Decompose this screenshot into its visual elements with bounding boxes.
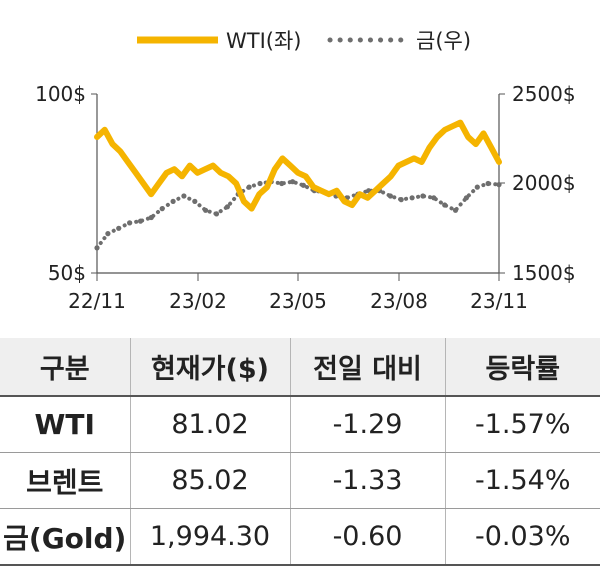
header-change: 전일 대비 [289,338,445,397]
y-left-label-bottom: 50$ [48,261,86,285]
cell-change: -1.33 [289,452,445,509]
row-label: 금(Gold) [0,508,130,566]
cell-change: -1.29 [289,396,445,453]
x-label-0: 22/11 [68,289,126,313]
chart: WTI(좌) 금(우) 100$ 50$ 2500$ 2000$ 1500$ 2… [35,29,576,313]
series-layer [94,119,502,251]
wti-series-line [94,119,502,212]
table-header-row: 구분 현재가($) 전일 대비 등락률 [0,338,600,397]
header-current-price: 현재가($) [129,338,290,397]
legend-wti-label: WTI(좌) [226,29,302,53]
cell-price: 81.02 [129,396,290,453]
cell-price: 85.02 [129,452,290,509]
gold-point [496,182,502,188]
cell-rate: -1.57% [444,396,600,453]
y-right-label-mid: 2000$ [512,171,576,195]
x-label-3: 23/08 [370,289,428,313]
y-left-label-top: 100$ [35,82,86,106]
table-row: 브렌트 85.02 -1.33 -1.54% [0,452,600,509]
cell-rate: -1.54% [444,452,600,509]
legend: WTI(좌) 금(우) [137,29,471,53]
header-category: 구분 [0,338,130,397]
table-row: 금(Gold) 1,994.30 -0.60 -0.03% [0,508,600,566]
gold-series-line [95,179,501,250]
row-label: WTI [0,396,130,453]
y-right-label-top: 2500$ [512,82,576,106]
legend-gold-label: 금(우) [416,29,471,53]
table-row: WTI 81.02 -1.29 -1.57% [0,396,600,453]
cell-rate: -0.03% [444,508,600,566]
cell-price: 1,994.30 [129,508,290,566]
y-right-label-bottom: 1500$ [512,261,576,285]
x-label-2: 23/05 [269,289,327,313]
x-label-4: 23/11 [470,289,528,313]
price-table: 구분 현재가($) 전일 대비 등락률 WTI 81.02 -1.29 -1.5… [0,338,600,566]
cell-change: -0.60 [289,508,445,566]
row-label: 브렌트 [0,452,130,509]
x-label-1: 23/02 [169,289,227,313]
header-change-rate: 등락률 [444,338,600,397]
